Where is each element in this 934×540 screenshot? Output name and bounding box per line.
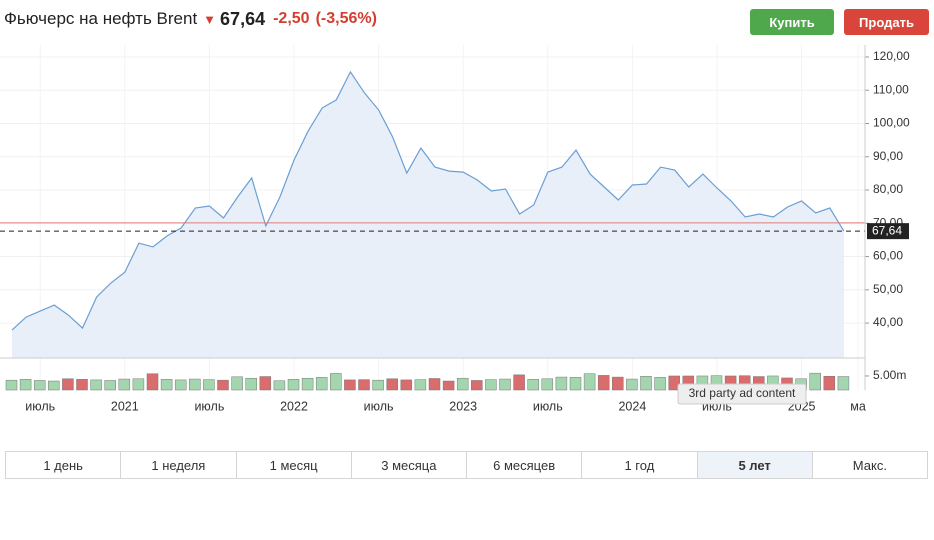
volume-bar [259,376,272,391]
volume-bar [485,379,497,391]
volume-bar [5,379,18,391]
period-tab[interactable]: 3 месяца [352,452,467,478]
volume-bar [513,374,525,391]
volume-bar [597,375,610,391]
ad-tag-box [677,383,807,405]
x-tick-label: 2022 [280,399,308,413]
volume-bar [612,376,624,391]
volume-bar [287,379,300,391]
volume-bar [104,380,116,391]
period-tab[interactable]: 1 год [582,452,698,478]
volume-bar [76,379,88,391]
volume-tick-label: 5.00m [873,368,906,382]
volume-bar [626,378,638,391]
volume-bar [668,375,680,391]
volume-bar [569,377,582,391]
x-tick-label: июль [194,399,224,413]
period-tabs: 1 день 1 неделя 1 месяц 3 месяца 6 месяцев 1 … [5,451,928,479]
volume-bar [456,377,469,391]
volume-bar [499,378,511,391]
volume-bar [428,378,441,391]
header: Фьючерс на нефть Brent ▼ 67,64 -2,50 (-3… [4,6,383,32]
volume-bar [48,380,60,391]
volume-bar [174,379,187,391]
volume-bar [146,373,159,391]
volume-bar [809,372,821,391]
volume-bar [414,379,427,391]
volume-bar [358,379,370,391]
period-tab[interactable]: 1 неделя [121,452,237,478]
last-price-label: 67,64 [872,223,902,237]
period-tab[interactable]: 1 месяц [237,452,352,478]
period-tab[interactable]: 1 день [6,452,122,478]
x-tick-label: июль [533,399,563,413]
volume-bar [471,380,483,391]
x-tick-label: июль [364,399,394,413]
y-tick-label: 110,00 [873,82,909,96]
volume-bar [837,376,850,391]
x-tick-label: ма [850,399,866,413]
volume-bar [386,378,398,391]
volume-bar [372,379,384,391]
period-tab[interactable]: 5 лет [697,452,813,478]
buy-button[interactable]: Купить [750,9,834,35]
volume-bar [33,380,46,391]
volume-bar [344,379,356,391]
y-tick-label: 100,00 [873,116,910,130]
sell-button[interactable]: Продать [844,9,929,35]
ad-tag: 3rd party ad content [677,383,807,405]
x-tick-label: 2024 [618,399,646,413]
volume-bar [132,378,145,391]
volume-bar [62,378,74,391]
last-price-box [867,223,909,240]
volume-bar [541,378,554,391]
y-tick-label: 50,00 [873,282,903,296]
ad-tag-label: 3rd party ad content [689,386,796,400]
volume-bar [330,373,342,391]
volume-bar [231,376,243,391]
price-line [11,70,845,331]
volume-bar [118,378,131,391]
volume-bar [640,375,652,391]
volume-bar [315,377,328,391]
volume-bar [90,379,102,391]
y-tick-label: 80,00 [873,182,903,196]
y-tick-label: 120,00 [873,49,910,63]
volume-bar [189,378,201,391]
x-tick-label: 2021 [111,399,139,413]
volume-bar [203,379,215,391]
volume-bar [527,379,539,391]
x-tick-label: 2023 [449,399,477,413]
volume-bar [19,379,32,391]
volume-bar [654,377,666,391]
y-tick-label: 40,00 [873,315,903,329]
y-tick-label: 60,00 [873,249,903,263]
area [12,71,844,359]
instrument-title: Фьючерс на нефть Brent [4,9,198,28]
volume-bar [555,376,568,391]
volume-bar [160,379,173,391]
x-tick-label: июль [25,399,55,413]
down-arrow: ▼ [203,11,217,27]
volume-bar [245,377,257,391]
change: -2,50 [273,10,310,27]
volume-bar [273,380,286,391]
price: 67,64 [220,8,266,29]
volume-bar [217,379,229,391]
volume-bar [301,377,314,391]
volume-bar [823,375,836,391]
volume-bar [442,380,455,391]
volume-bar [400,379,413,391]
y-tick-label: 90,00 [873,149,903,163]
change-percent: (-3,56%) [315,10,377,27]
volume-bar [583,373,596,391]
period-tab[interactable]: 6 месяцев [467,452,583,478]
period-tab[interactable]: Макс. [852,457,887,473]
chart: 40,0050,0060,0070,0080,0090,00100,00110,… [0,45,910,413]
